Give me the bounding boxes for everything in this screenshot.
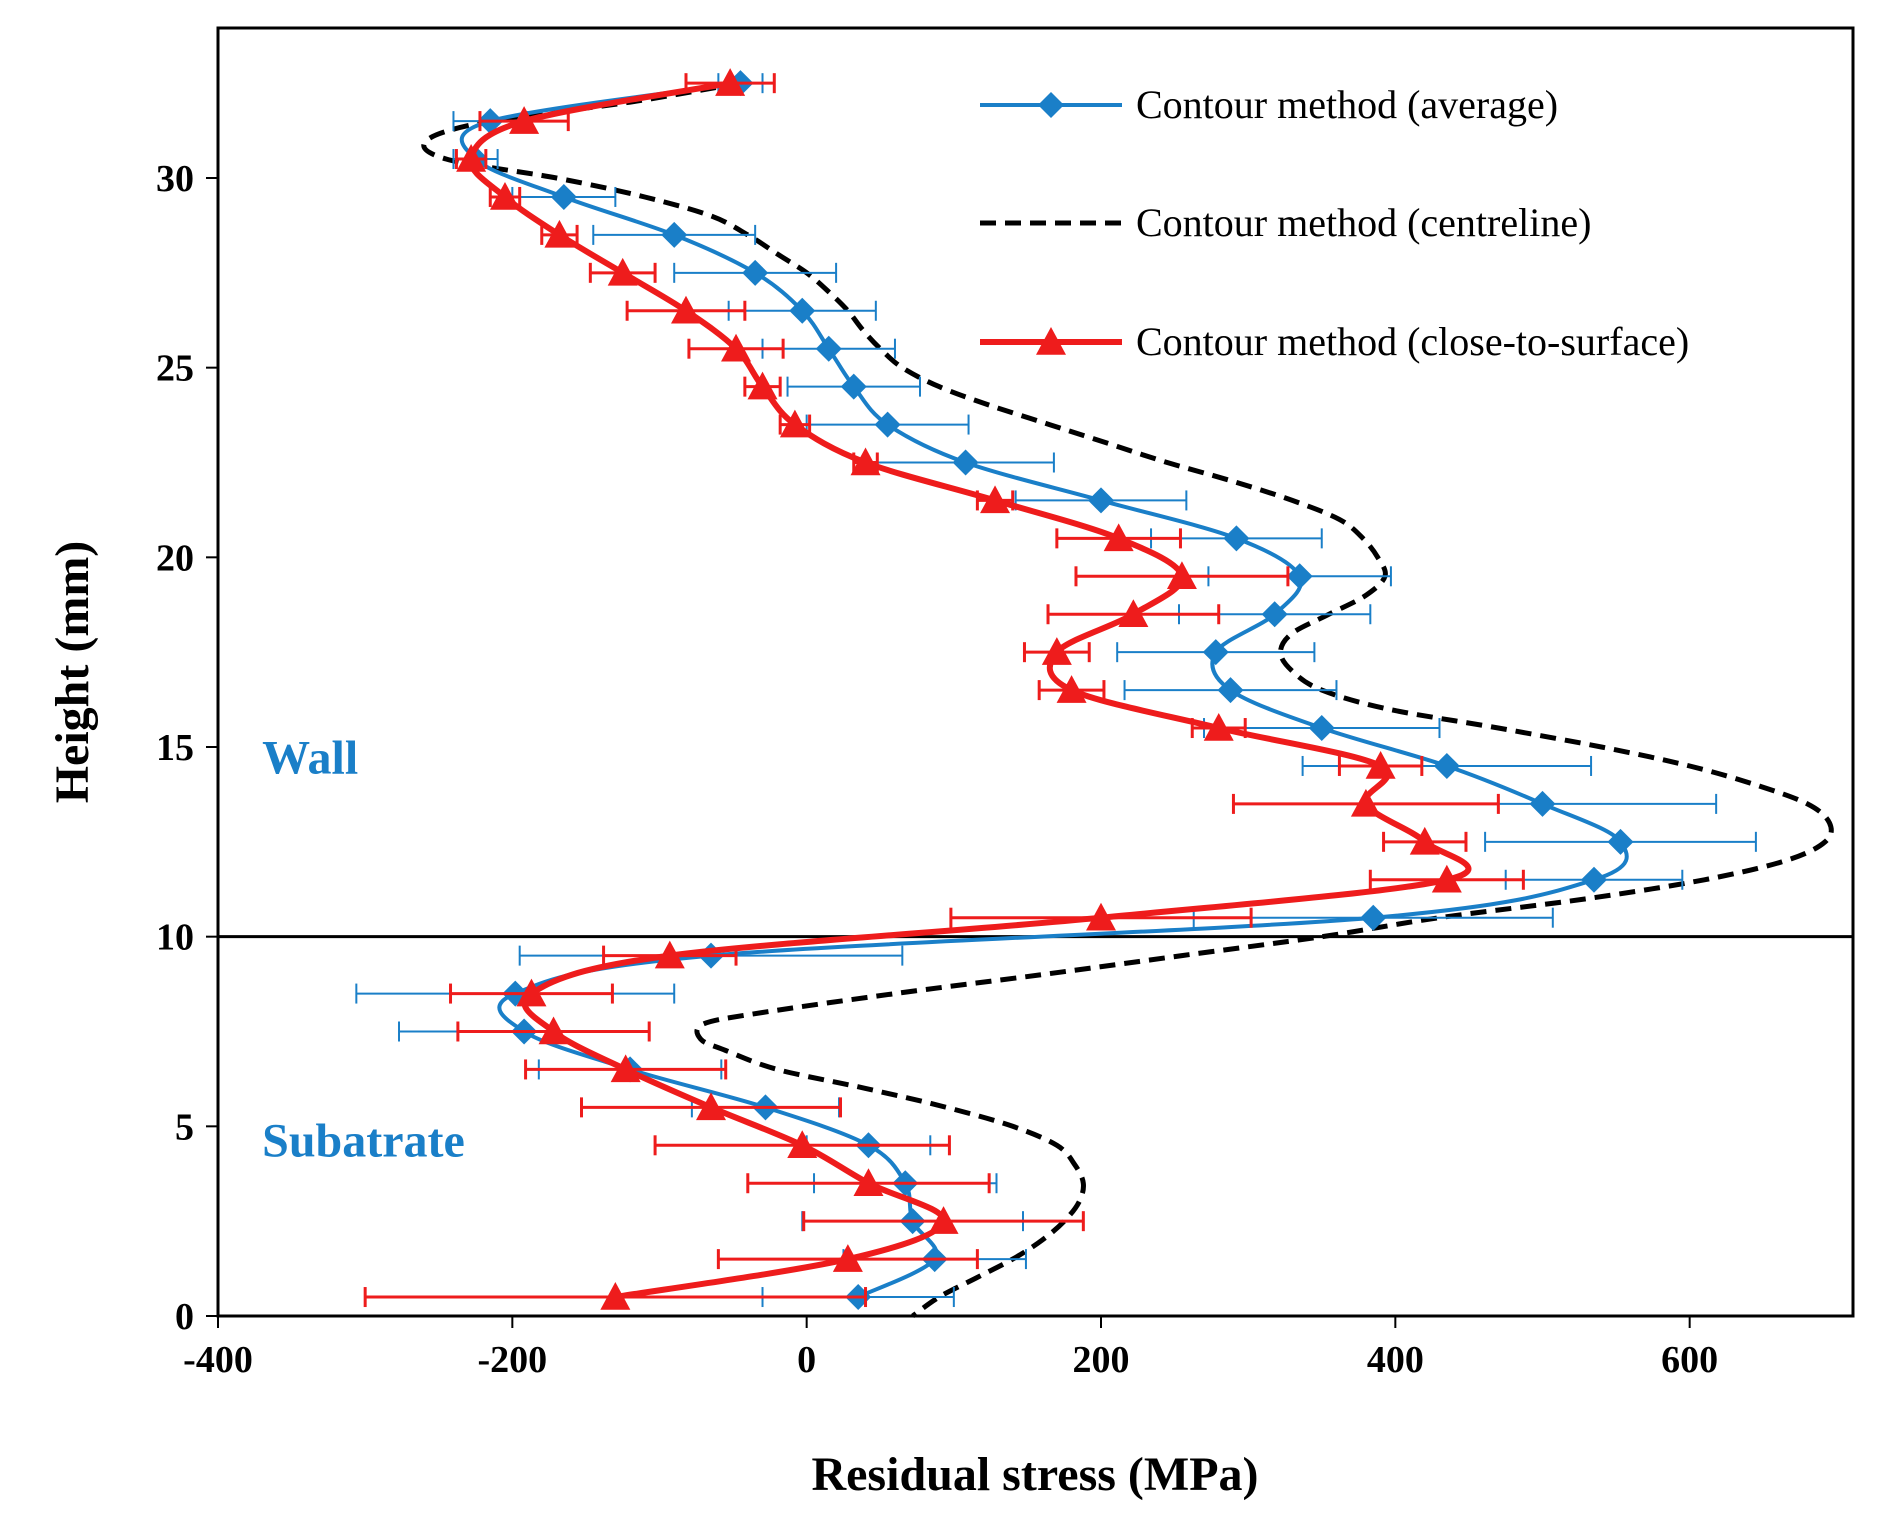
data-point: [1202, 639, 1229, 666]
data-point: [874, 411, 901, 438]
data-point: [1056, 675, 1087, 703]
data-point: [1431, 864, 1462, 893]
series-line: [468, 80, 1472, 1300]
data-point: [1217, 677, 1244, 704]
substrate-label: Subatrate: [262, 1115, 465, 1168]
data-point: [654, 940, 685, 969]
data-point: [840, 373, 867, 400]
annotation-layer: Wall Subatrate: [262, 732, 465, 1168]
data-point: [1365, 750, 1396, 779]
data-point: [661, 221, 688, 248]
data-point: [670, 295, 701, 324]
y-tick-label: 20: [156, 537, 194, 579]
data-point: [928, 1206, 959, 1234]
data-point: [715, 68, 746, 96]
y-tick-label: 10: [156, 917, 194, 959]
data-point: [1529, 790, 1556, 817]
data-point: [509, 106, 540, 134]
data-point: [600, 1282, 631, 1310]
legend-label: Contour method (average): [1136, 82, 1558, 127]
data-point: [1433, 752, 1460, 779]
data-point: [1261, 601, 1288, 628]
data-point: [1223, 525, 1250, 552]
data-point: [850, 447, 881, 476]
legend-marker: [1038, 92, 1064, 118]
axis-ticks: -400 -200 0 200 400 600 0 5 10 15 20 25 30: [156, 158, 1718, 1381]
data-point: [1041, 637, 1072, 665]
y-axis-title: Height (mm): [46, 541, 99, 804]
data-point: [1607, 828, 1634, 855]
data-point: [696, 1092, 727, 1121]
data-point: [607, 257, 638, 286]
data-point: [1103, 523, 1134, 552]
series-close-to-surface: [363, 68, 1525, 1310]
y-tick-label: 0: [175, 1296, 194, 1338]
data-point: [952, 449, 979, 476]
data-point: [1166, 561, 1197, 590]
x-axis-title: Residual stress (MPa): [811, 1448, 1258, 1501]
data-point: [779, 409, 810, 438]
data-point: [1088, 487, 1114, 514]
data-point: [544, 219, 575, 248]
legend-label: Contour method (close-to-surface): [1136, 319, 1689, 364]
series-layer: [355, 68, 1834, 1319]
data-point: [1086, 902, 1116, 931]
data-point: [610, 1054, 641, 1083]
data-point: [789, 297, 816, 324]
series-line: [421, 80, 1834, 1319]
series-centreline: [421, 80, 1834, 1319]
data-point: [538, 1016, 569, 1045]
data-point: [832, 1244, 863, 1272]
x-tick-label: -400: [183, 1339, 253, 1381]
x-tick-label: 600: [1661, 1339, 1718, 1381]
data-point: [1360, 904, 1387, 931]
x-tick-label: 0: [797, 1339, 816, 1381]
plot-area-frame: [216, 26, 1855, 1318]
data-point: [1308, 715, 1335, 742]
data-point: [489, 181, 520, 210]
data-point: [1350, 788, 1381, 817]
y-tick-label: 15: [156, 727, 194, 769]
data-point: [550, 183, 577, 210]
y-tick-label: 30: [156, 158, 194, 200]
data-point: [853, 1168, 884, 1196]
data-point: [980, 485, 1011, 514]
data-point: [787, 1130, 818, 1159]
y-tick-label: 25: [156, 348, 194, 390]
y-tick-label: 5: [175, 1106, 194, 1148]
x-tick-label: 200: [1073, 1339, 1130, 1381]
data-point: [747, 371, 778, 400]
data-point: [742, 259, 769, 286]
data-point: [721, 333, 752, 362]
data-point: [1286, 563, 1313, 590]
data-point: [1203, 713, 1234, 741]
legend-marker: [1036, 327, 1066, 355]
data-point: [1118, 599, 1149, 627]
x-tick-label: -200: [478, 1339, 548, 1381]
x-tick-label: 400: [1367, 1339, 1424, 1381]
legend: Contour method (average) Contour method (…: [980, 82, 1689, 364]
data-point: [516, 978, 547, 1007]
data-point: [456, 144, 487, 172]
wall-label: Wall: [262, 732, 358, 785]
data-point: [1409, 826, 1440, 855]
data-point: [1581, 866, 1608, 893]
data-point: [815, 335, 842, 362]
legend-label: Contour method (centreline): [1136, 200, 1591, 245]
